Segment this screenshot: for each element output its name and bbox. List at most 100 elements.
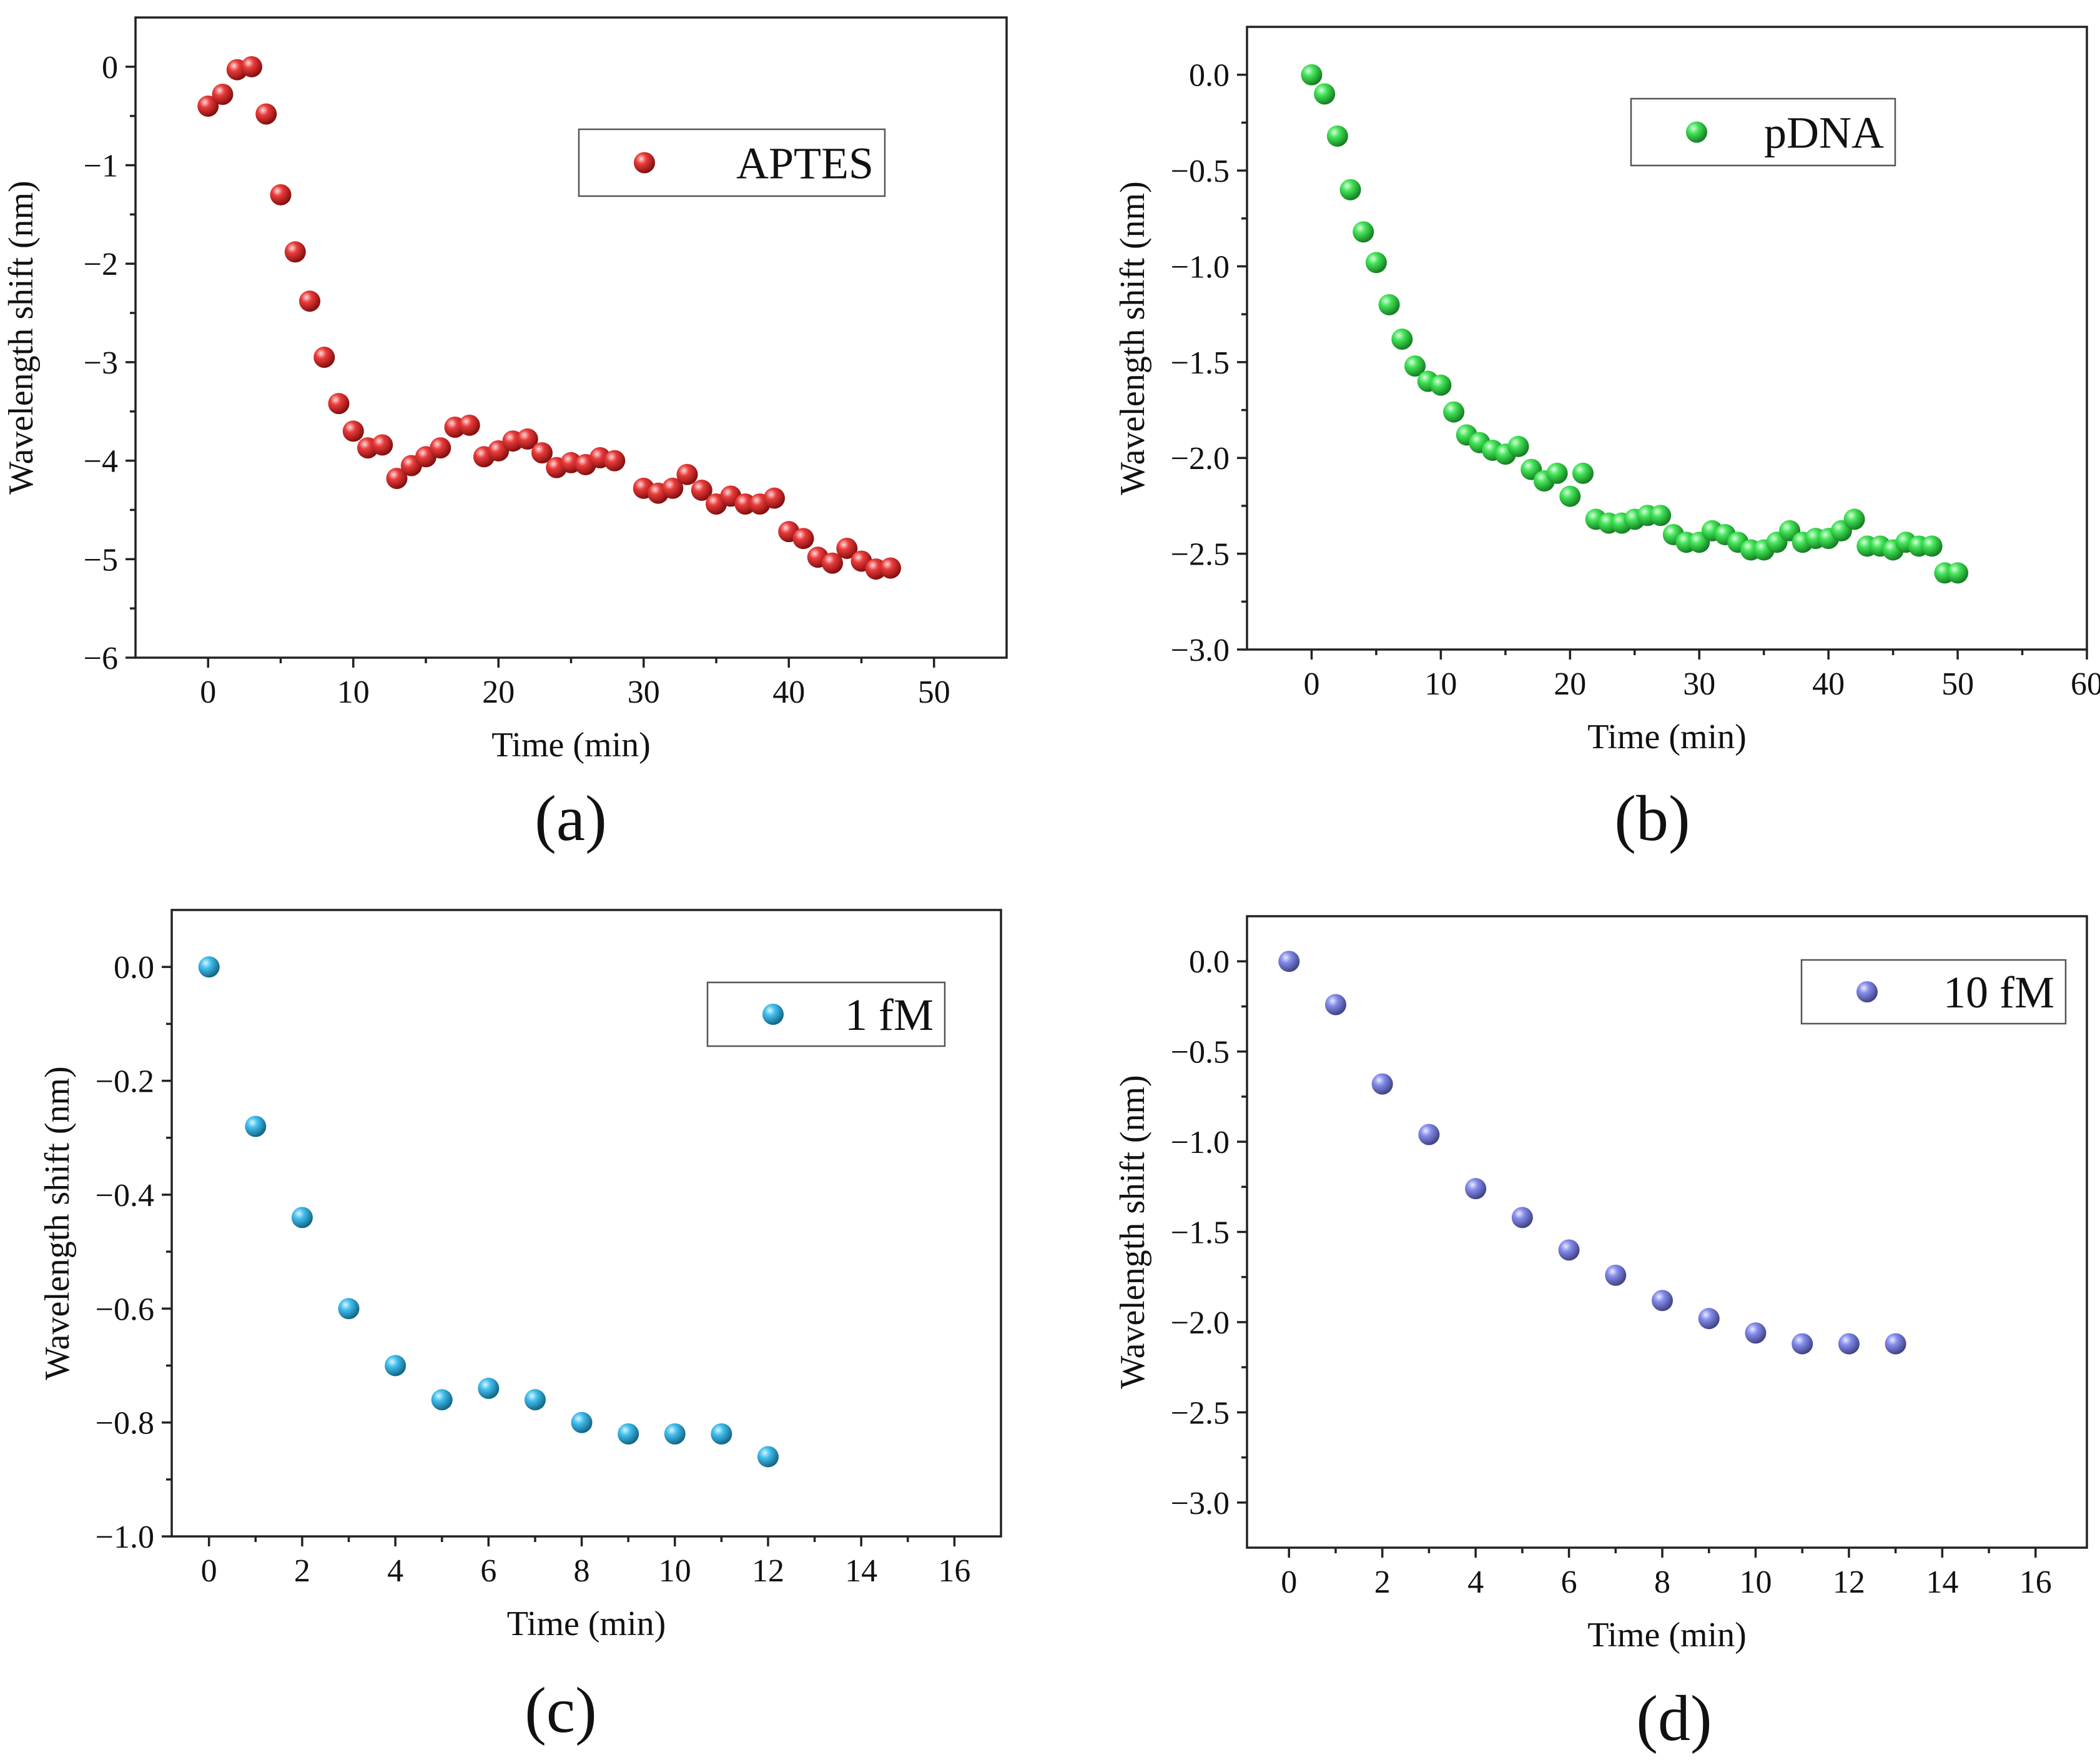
data-point	[1326, 125, 1348, 147]
data-point	[255, 103, 277, 125]
data-point	[313, 347, 335, 368]
chart-panel-2: 0 10 20 30 40 50 60 0.0 −0.5 −1.0 −1.5 −2.0 −2.5 −3.0…	[1113, 26, 2100, 854]
data-series	[197, 56, 901, 580]
x-tick-label: 12	[752, 1553, 784, 1589]
x-tick-label: 4	[1467, 1565, 1484, 1600]
legend-marker	[762, 1004, 784, 1025]
data-point	[328, 393, 350, 415]
data-point	[1546, 462, 1568, 484]
y-tick-label: −0.5	[1171, 154, 1230, 189]
x-tick-label: 40	[1812, 666, 1845, 702]
y-axis-label: Wavelength shift (nm)	[2, 180, 41, 494]
legend-box	[706, 981, 946, 1047]
data-point	[1885, 1333, 1906, 1355]
chart-panel-1: 0 10 20 30 40 50 0 −1 −2 −3 −4 −5 −6 Time (min) Wavele…	[2, 16, 1008, 854]
y-tick-label: 0.0	[1189, 58, 1230, 94]
data-point	[1843, 508, 1865, 530]
plot-frame	[1246, 26, 2088, 651]
x-tick-label: 10	[1424, 666, 1457, 702]
y-tick-label: −0.4	[96, 1178, 154, 1214]
data-point	[836, 537, 858, 559]
x-axis-label: Time (min)	[1587, 718, 1747, 756]
data-point	[1792, 1333, 1813, 1355]
x-tick-label: 60	[2071, 666, 2100, 702]
y-tick-label: −2	[84, 247, 118, 282]
panel-label: (a)	[535, 783, 606, 854]
x-tick-label: 10	[337, 675, 370, 710]
data-point	[212, 84, 234, 105]
x-tick-label: 30	[1683, 666, 1715, 702]
x-tick-label: 14	[845, 1553, 877, 1589]
y-tick-label: 0.0	[114, 950, 154, 986]
data-point	[691, 479, 712, 501]
data-point	[1745, 1322, 1767, 1344]
x-tick-label: 8	[574, 1553, 590, 1589]
x-tick-label: 0	[1281, 1565, 1297, 1600]
data-point	[711, 1423, 732, 1445]
legend-label: pDNA	[1764, 108, 1884, 158]
data-point	[284, 241, 306, 263]
x-tick-label: 0	[201, 1553, 217, 1589]
x-tick-label: 2	[294, 1553, 310, 1589]
legend: 1 fM	[706, 981, 946, 1047]
data-point	[1391, 329, 1413, 350]
data-series	[1301, 64, 1969, 584]
y-tick-label: 0	[102, 50, 118, 86]
x-tick-label: 40	[772, 675, 805, 710]
data-point	[291, 1207, 313, 1229]
x-tick-label: 14	[1926, 1565, 1958, 1600]
data-point	[1404, 355, 1426, 377]
data-point	[764, 487, 785, 509]
data-point	[531, 442, 553, 463]
y-tick-label: −0.6	[96, 1292, 154, 1327]
data-point	[1314, 83, 1336, 105]
data-point	[478, 1377, 500, 1399]
data-point	[1339, 179, 1361, 200]
x-tick-label: 50	[1941, 666, 1974, 702]
legend: 10 fM	[1800, 959, 2067, 1025]
data-point	[1650, 505, 1672, 527]
legend: pDNA	[1630, 97, 1896, 167]
y-tick-label: −0.2	[96, 1064, 154, 1100]
x-axis-label: Time (min)	[507, 1604, 666, 1643]
data-point	[1605, 1264, 1627, 1286]
data-point	[618, 1423, 639, 1445]
x-axis-label: Time (min)	[491, 726, 651, 764]
data-point	[1378, 294, 1400, 315]
data-point	[880, 557, 901, 579]
chart-panel-3: 0 2 4 6 8 10 12 14 16 0.0 −0.2 −0.4 −0.6 −0.8 −1.0 Time…	[38, 909, 1002, 1746]
plot-frame	[170, 909, 1002, 1538]
data-point	[430, 437, 451, 459]
y-tick-label: −3.0	[1171, 1486, 1230, 1521]
legend-label: 1 fM	[845, 990, 934, 1040]
data-point	[1278, 951, 1300, 972]
data-point	[1572, 462, 1594, 484]
legend-marker	[1856, 981, 1878, 1002]
data-series	[1278, 951, 1906, 1355]
y-tick-label: −6	[84, 641, 118, 676]
legend: APTES	[578, 128, 886, 197]
data-point	[516, 428, 538, 450]
y-tick-label: −0.5	[1171, 1035, 1230, 1070]
data-point	[792, 528, 814, 550]
data-point	[1558, 1239, 1580, 1261]
data-point	[604, 450, 626, 472]
y-tick-label: −2.5	[1171, 1395, 1230, 1431]
y-tick-label: −1.0	[96, 1520, 154, 1555]
data-point	[198, 956, 220, 978]
panel-label: (b)	[1614, 783, 1690, 854]
legend-box	[1800, 959, 2067, 1025]
x-tick-label: 16	[938, 1553, 970, 1589]
y-tick-label: −0.8	[96, 1406, 154, 1441]
panel-label: (c)	[525, 1674, 596, 1746]
data-point	[662, 477, 684, 499]
data-point	[1365, 252, 1387, 274]
y-tick-label: −2.0	[1171, 441, 1230, 477]
x-axis-label: Time (min)	[1587, 1616, 1747, 1654]
data-point	[1507, 435, 1529, 457]
y-tick-label: −2.5	[1171, 537, 1230, 573]
data-point	[1371, 1073, 1393, 1095]
data-point	[664, 1423, 686, 1445]
data-point	[1921, 535, 1943, 557]
data-point	[270, 184, 292, 205]
